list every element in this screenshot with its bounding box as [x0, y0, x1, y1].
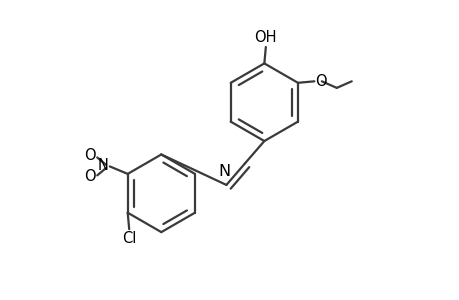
Text: OH: OH — [254, 30, 276, 45]
Text: O: O — [314, 74, 326, 89]
Text: N: N — [97, 158, 108, 173]
Text: Cl: Cl — [122, 231, 136, 246]
Text: O: O — [84, 169, 95, 184]
Text: O: O — [84, 148, 95, 164]
Text: N: N — [218, 164, 230, 179]
